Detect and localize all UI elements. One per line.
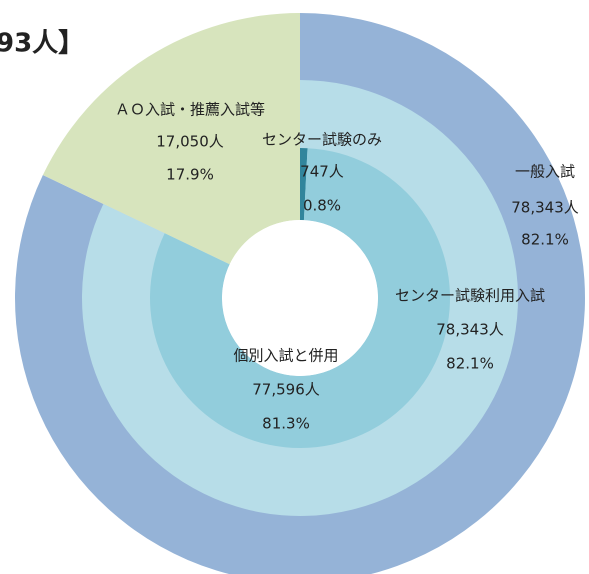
chart-title: 93人】 xyxy=(0,29,84,59)
segment-arc xyxy=(42,12,301,265)
value-label: 747人 xyxy=(300,163,344,181)
value-label: 17,050人 xyxy=(156,133,224,151)
donut-hole xyxy=(222,220,378,376)
percent-label: 0.8% xyxy=(303,197,341,215)
value-label: 78,343人 xyxy=(511,199,579,217)
segment-arc xyxy=(300,148,308,221)
segment-name: 個別入試と併用 xyxy=(233,347,338,365)
value-label: 78,343人 xyxy=(436,321,504,339)
segment-arc xyxy=(150,148,451,448)
percent-label: 81.3% xyxy=(262,415,310,433)
percent-label: 82.1% xyxy=(446,355,494,373)
segment-name: ＡＯ入試・推薦入試等 xyxy=(115,101,265,119)
value-label: 77,596人 xyxy=(252,381,320,399)
percent-label: 82.1% xyxy=(521,231,569,249)
arcs xyxy=(15,12,585,574)
percent-label: 17.9% xyxy=(166,166,214,184)
segment-arc xyxy=(81,80,518,517)
segment-name: 一般入試 xyxy=(515,163,575,181)
labels: 一般入試 78,343人 82.1% ＡＯ入試・推薦入試等 17,050人 17.9% セン… xyxy=(115,101,579,433)
segment-name: センター試験のみ xyxy=(262,131,382,149)
segment-name: センター試験利用入試 xyxy=(395,287,545,305)
